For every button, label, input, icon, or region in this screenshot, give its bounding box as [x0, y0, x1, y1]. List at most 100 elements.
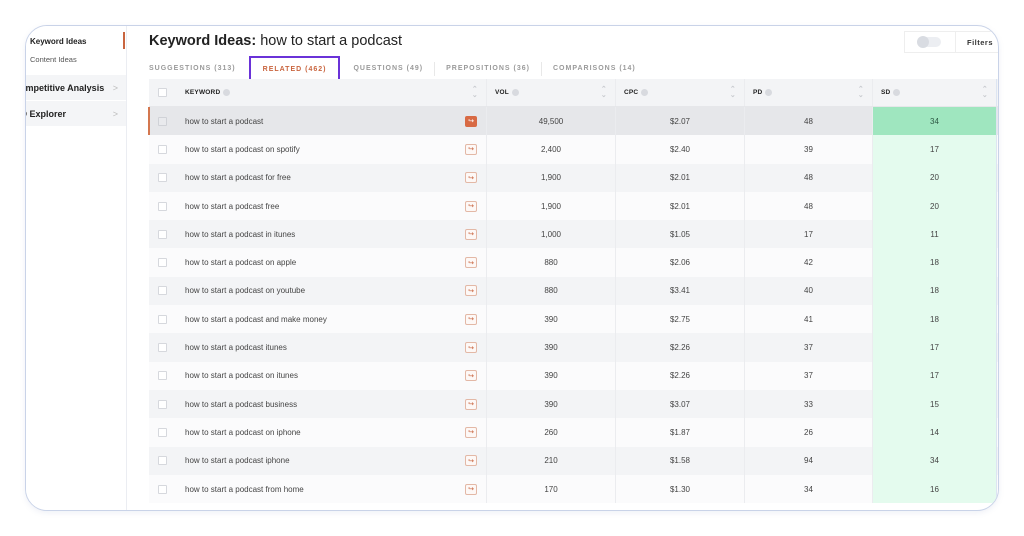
sidebar-item-keyword-ideas[interactable]: Keyword Ideas: [30, 37, 87, 46]
column-header-keyword[interactable]: KEYWORD ⌃ ⌄: [175, 79, 487, 106]
column-header-sd[interactable]: SD ⌃ ⌄: [873, 79, 997, 106]
pd-cell: 48: [745, 191, 873, 221]
sort-icon[interactable]: ⌃ ⌄: [857, 85, 864, 99]
tab-comparisons[interactable]: COMPARISONS (14): [541, 62, 647, 76]
table-row[interactable]: how to start a podcast in itunes ↪ 1,000…: [149, 220, 998, 249]
help-icon[interactable]: [765, 89, 773, 96]
row-checkbox[interactable]: [157, 427, 167, 437]
tab-suggestions[interactable]: SUGGESTIONS (313): [149, 65, 236, 72]
row-checkbox[interactable]: [157, 201, 167, 211]
app-window: Keyword Ideas Content Ideas ompetitive A…: [25, 25, 999, 511]
chevron-right-icon: >: [112, 108, 118, 119]
help-icon[interactable]: [511, 89, 519, 96]
row-checkbox[interactable]: [157, 484, 167, 494]
sidebar-item-competitive-analysis[interactable]: ompetitive Analysis >: [26, 75, 126, 101]
sort-icon[interactable]: ⌃ ⌄: [729, 85, 736, 99]
sd-cell: 17: [873, 333, 997, 362]
keyword-text[interactable]: how to start a podcast on iphone: [185, 427, 301, 437]
filters-button[interactable]: Filters: [967, 37, 994, 47]
open-keyword-icon[interactable]: ↪: [465, 483, 477, 495]
cpc-cell: $2.75: [616, 305, 745, 334]
row-checkbox[interactable]: [157, 286, 167, 296]
open-keyword-icon[interactable]: ↪: [465, 228, 477, 240]
table-row[interactable]: how to start a podcast and make money ↪ …: [149, 305, 998, 334]
table-row[interactable]: how to start a podcast on itunes ↪ 390 $…: [149, 361, 998, 390]
filters-toggle[interactable]: [917, 36, 941, 48]
keyword-text[interactable]: how to start a podcast iphone: [185, 456, 290, 466]
column-label: SD: [881, 89, 891, 96]
table-row[interactable]: how to start a podcast on iphone ↪ 260 $…: [149, 418, 998, 447]
open-keyword-icon[interactable]: ↪: [465, 285, 477, 297]
row-checkbox[interactable]: [157, 371, 167, 381]
open-keyword-icon[interactable]: ↪: [465, 398, 477, 410]
row-checkbox[interactable]: [157, 343, 167, 353]
keyword-text[interactable]: how to start a podcast for free: [185, 173, 291, 183]
vol-cell: 390: [487, 361, 616, 390]
column-label: VOL: [495, 89, 509, 96]
table-row[interactable]: how to start a podcast free ↪ 1,900 $2.0…: [149, 191, 998, 221]
row-checkbox[interactable]: [157, 258, 167, 268]
keyword-text[interactable]: how to start a podcast in itunes: [185, 229, 296, 239]
select-all-checkbox[interactable]: [157, 88, 167, 97]
row-checkbox[interactable]: [157, 229, 167, 239]
open-keyword-icon[interactable]: ↪: [465, 172, 477, 184]
vol-cell: 880: [487, 248, 616, 277]
table-row[interactable]: how to start a podcast on apple ↪ 880 $2…: [149, 248, 998, 277]
table-row[interactable]: how to start a podcast itunes ↪ 390 $2.2…: [149, 333, 998, 362]
sort-icon[interactable]: ⌃ ⌄: [471, 85, 478, 99]
open-keyword-icon[interactable]: ↪: [465, 257, 477, 269]
sidebar-item-content-ideas[interactable]: Content Ideas: [30, 55, 77, 64]
table-row[interactable]: how to start a podcast on youtube ↪ 880 …: [149, 276, 998, 306]
row-checkbox[interactable]: [157, 173, 167, 183]
column-header-vol[interactable]: VOL ⌃ ⌄: [487, 79, 616, 106]
help-icon[interactable]: [641, 89, 649, 96]
table-row[interactable]: how to start a podcast iphone ↪ 210 $1.5…: [149, 446, 998, 475]
keyword-text[interactable]: how to start a podcast on itunes: [185, 371, 298, 381]
keyword-text[interactable]: how to start a podcast on youtube: [185, 286, 306, 296]
vol-cell: 2,400: [487, 135, 616, 164]
open-keyword-icon[interactable]: ↪: [465, 342, 477, 354]
help-icon[interactable]: [223, 89, 231, 96]
open-keyword-icon[interactable]: ↪: [465, 370, 477, 382]
keyword-text[interactable]: how to start a podcast on spotify: [185, 144, 300, 154]
pd-cell: 48: [745, 163, 873, 192]
column-header-pd[interactable]: PD ⌃ ⌄: [745, 79, 873, 106]
open-keyword-icon[interactable]: ↪: [465, 426, 477, 438]
table-row[interactable]: how to start a podcast from home ↪ 170 $…: [149, 474, 998, 504]
row-checkbox[interactable]: [157, 399, 167, 409]
keyword-text[interactable]: how to start a podcast and make money: [185, 314, 327, 324]
pd-cell: 48: [745, 107, 873, 136]
column-label: CPC: [624, 89, 639, 96]
help-icon[interactable]: [893, 89, 901, 96]
row-checkbox[interactable]: [157, 456, 167, 466]
cpc-cell: $3.07: [616, 389, 745, 419]
keyword-text[interactable]: how to start a podcast: [185, 116, 264, 126]
sort-icon[interactable]: ⌃ ⌄: [600, 85, 607, 99]
keyword-text[interactable]: how to start a podcast business: [185, 399, 298, 409]
keyword-text[interactable]: how to start a podcast from home: [185, 484, 304, 494]
open-keyword-icon[interactable]: ↪: [465, 455, 477, 467]
column-header-cpc[interactable]: CPC ⌃ ⌄: [616, 79, 745, 106]
open-keyword-icon[interactable]: ↪: [465, 115, 477, 127]
open-keyword-icon[interactable]: ↪: [465, 143, 477, 155]
tab-questions[interactable]: QUESTIONS (49): [353, 65, 424, 72]
table-row[interactable]: how to start a podcast business ↪ 390 $3…: [149, 389, 998, 419]
sidebar-item-seo-explorer[interactable]: O Explorer >: [26, 101, 126, 127]
row-checkbox[interactable]: [157, 116, 167, 126]
table-row[interactable]: how to start a podcast ↪ 49,500 $2.07 48…: [148, 107, 998, 136]
cpc-cell: $1.30: [616, 474, 745, 504]
open-keyword-icon[interactable]: ↪: [465, 313, 477, 325]
keyword-text[interactable]: how to start a podcast itunes: [185, 343, 287, 353]
sort-icon[interactable]: ⌃ ⌄: [981, 85, 988, 99]
tab-prepositions[interactable]: PREPOSITIONS (36): [434, 62, 541, 76]
keyword-text[interactable]: how to start a podcast on apple: [185, 258, 297, 268]
keyword-text[interactable]: how to start a podcast free: [185, 201, 280, 211]
table-row[interactable]: how to start a podcast on spotify ↪ 2,40…: [149, 135, 998, 164]
row-checkbox[interactable]: [157, 144, 167, 154]
table-row[interactable]: how to start a podcast for free ↪ 1,900 …: [149, 163, 998, 192]
cpc-cell: $1.58: [616, 446, 745, 475]
cpc-cell: $2.40: [616, 135, 745, 164]
vol-cell: 1,900: [487, 191, 616, 221]
row-checkbox[interactable]: [157, 314, 167, 324]
open-keyword-icon[interactable]: ↪: [465, 200, 477, 212]
